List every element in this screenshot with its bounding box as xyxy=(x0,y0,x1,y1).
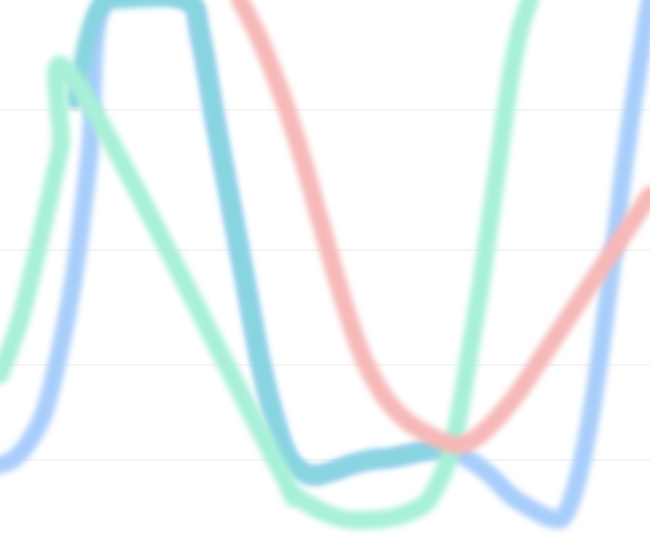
series-line-2 xyxy=(66,0,459,485)
series-line-3 xyxy=(0,0,539,530)
series-layer xyxy=(0,0,650,530)
series-line-4 xyxy=(231,0,650,455)
